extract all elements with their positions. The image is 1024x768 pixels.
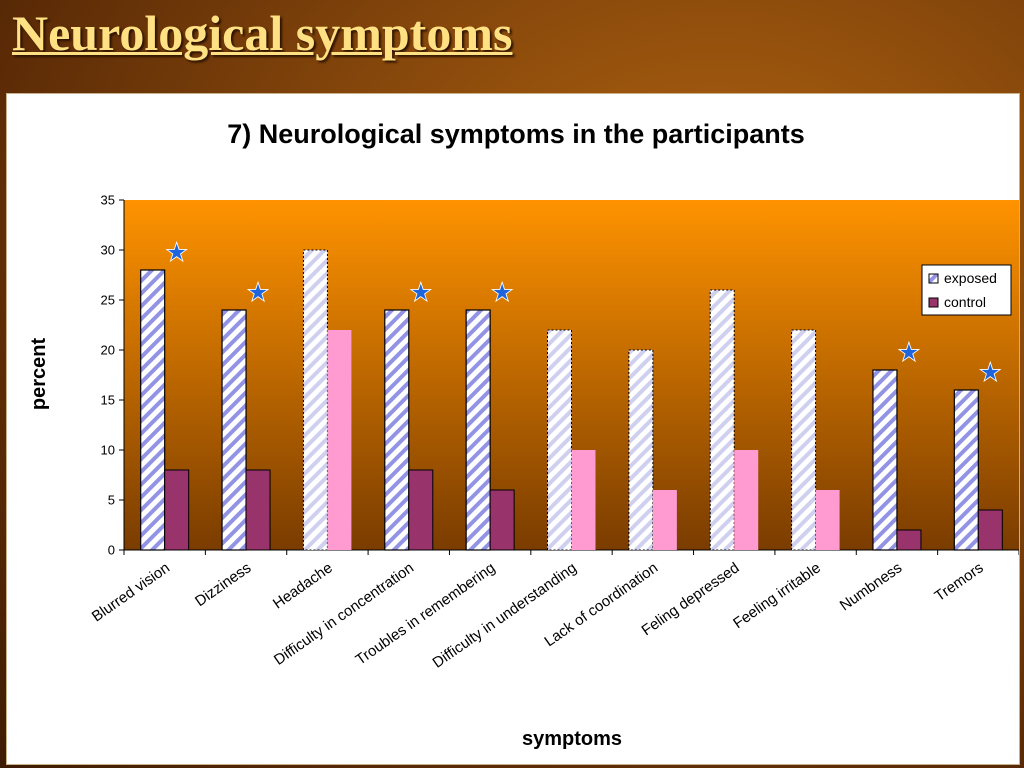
bar-exposed-8 xyxy=(791,329,817,551)
y-tick-label: 35 xyxy=(101,193,115,208)
bar-chart: 7) Neurological symptoms in the particip… xyxy=(28,119,1019,750)
bar-control-0 xyxy=(164,469,190,551)
bar-exposed-9 xyxy=(872,369,898,551)
bar-control-4 xyxy=(489,489,515,551)
legend-swatch-control xyxy=(928,297,939,308)
category-label: Headache xyxy=(270,559,336,612)
y-tick-label: 10 xyxy=(101,443,115,458)
bar-control-10 xyxy=(977,509,1003,551)
significance-star-icon: ★ xyxy=(979,358,1002,388)
bar-control-7 xyxy=(734,450,759,550)
bar-control-8 xyxy=(815,490,840,550)
significance-star-icon: ★ xyxy=(490,278,513,308)
y-tick-label: 30 xyxy=(101,243,115,258)
bar-control-9 xyxy=(896,529,922,551)
category-label: Difficulty in understanding xyxy=(430,559,580,671)
y-tick-label: 0 xyxy=(108,543,115,558)
chart-panel: 7) Neurological symptoms in the particip… xyxy=(6,93,1020,765)
bar-control-1 xyxy=(245,469,271,551)
y-tick-label: 20 xyxy=(101,343,115,358)
chart-title: 7) Neurological symptoms in the particip… xyxy=(227,119,805,149)
bar-exposed-2 xyxy=(302,249,328,551)
y-tick-label: 25 xyxy=(101,293,115,308)
significance-star-icon: ★ xyxy=(897,338,920,368)
x-axis-title: symptoms xyxy=(522,728,622,750)
category-label: Blurred vision xyxy=(89,559,173,625)
significance-star-icon: ★ xyxy=(165,238,188,268)
category-label: Numbness xyxy=(837,559,905,614)
category-label: Feeling irritable xyxy=(730,559,824,632)
y-tick-label: 5 xyxy=(108,493,115,508)
bar-control-6 xyxy=(652,490,677,550)
bar-exposed-4 xyxy=(465,309,491,551)
bar-exposed-6 xyxy=(628,349,654,551)
category-label: Dizziness xyxy=(192,559,254,610)
y-axis-title: percent xyxy=(28,338,50,411)
significance-star-icon: ★ xyxy=(246,278,269,308)
legend-swatch-exposed xyxy=(928,273,939,284)
significance-star-icon: ★ xyxy=(409,278,432,308)
category-label: Difficulty in concentration xyxy=(271,559,417,668)
y-tick-label: 15 xyxy=(101,393,115,408)
bar-exposed-3 xyxy=(384,309,410,551)
slide-title: Neurological symptoms xyxy=(12,5,513,61)
bar-exposed-10 xyxy=(953,389,979,551)
category-label: Tremors xyxy=(932,559,987,605)
bar-control-2 xyxy=(327,330,352,550)
bar-control-5 xyxy=(571,450,596,550)
legend-label-control: control xyxy=(944,294,986,310)
bar-exposed-1 xyxy=(221,309,247,551)
bar-exposed-0 xyxy=(140,269,166,551)
bar-control-3 xyxy=(408,469,434,551)
bar-exposed-5 xyxy=(547,329,572,551)
category-label: Troubles in remembering xyxy=(353,559,499,668)
legend-label-exposed: exposed xyxy=(944,270,997,286)
bar-exposed-7 xyxy=(709,289,735,551)
